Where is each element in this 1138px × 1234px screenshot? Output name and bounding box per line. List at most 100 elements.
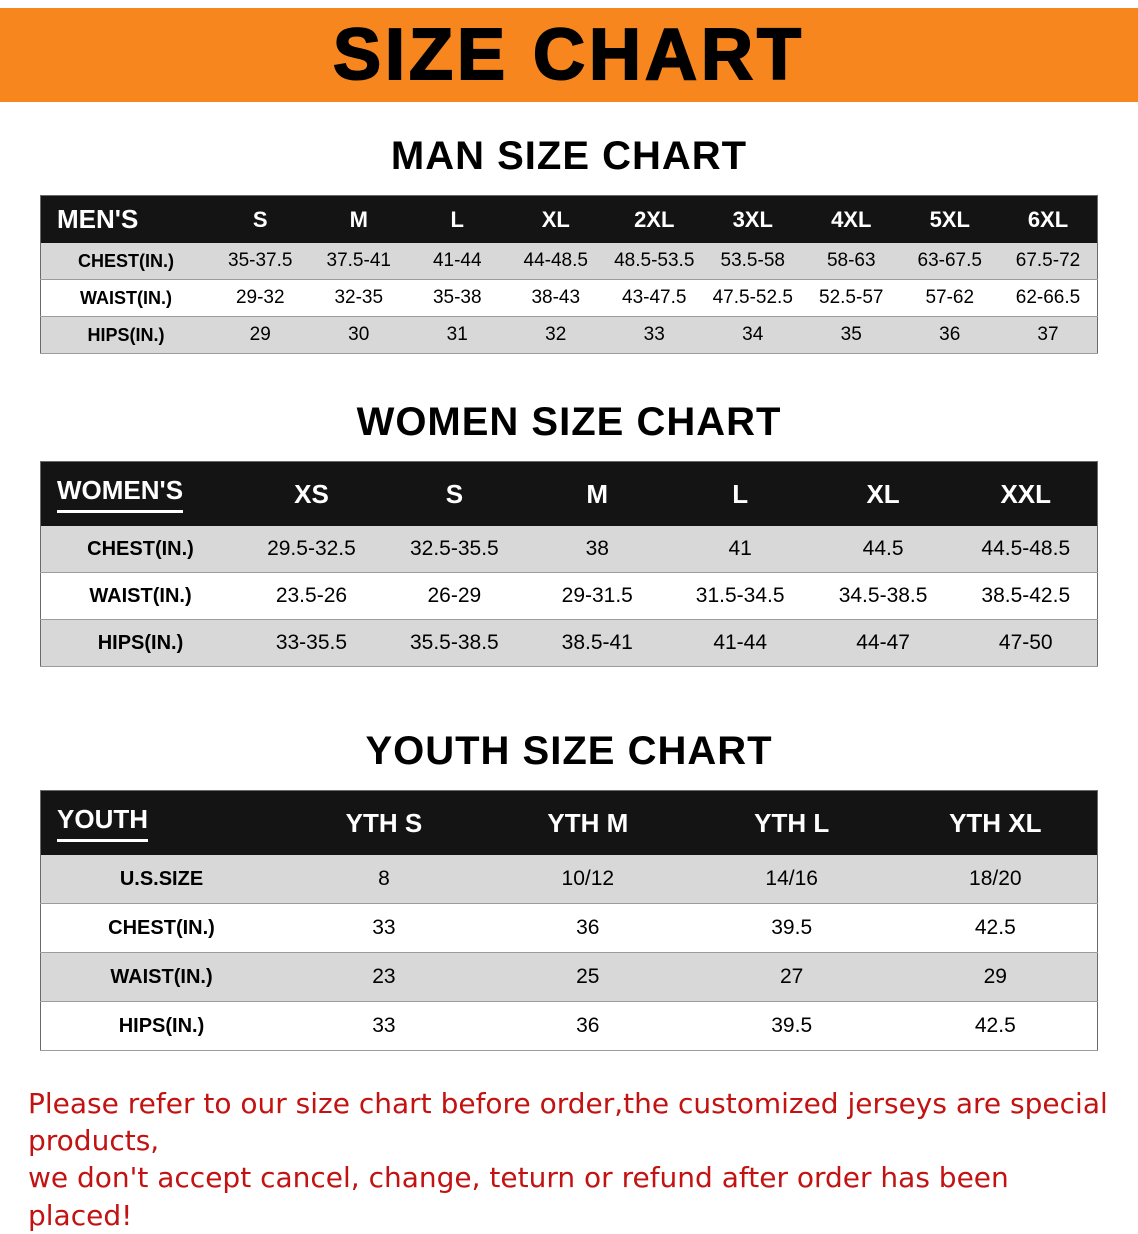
size-value-cell: 67.5-72 bbox=[1015, 250, 1081, 271]
size-value-cell: 62-66.5 bbox=[1015, 287, 1081, 308]
column-header: S bbox=[382, 461, 526, 526]
size-value-cell: 23.5-26 bbox=[275, 584, 348, 607]
column-header: YTH L bbox=[689, 790, 894, 855]
row-label: HIPS(IN.) bbox=[118, 1014, 205, 1037]
column-header: L bbox=[408, 195, 507, 243]
youth-size-table: YOUTH YTH S YTH M YTH L YTH XL U.S.SIZE 8 10/… bbox=[40, 790, 1098, 1051]
size-value-cell: 18/20 bbox=[969, 867, 1022, 890]
size-value-cell: 44.5 bbox=[862, 537, 904, 560]
size-value-cell: 41 bbox=[728, 537, 752, 560]
youth-corner-text: YOUTH bbox=[57, 804, 148, 842]
column-header: 6XL bbox=[999, 195, 1098, 243]
size-value-cell: 36 bbox=[576, 1014, 600, 1037]
row-label: CHEST(IN.) bbox=[108, 916, 215, 939]
disclaimer: Please refer to our size chart before or… bbox=[28, 1085, 1110, 1234]
size-value-cell: 32-35 bbox=[334, 287, 384, 308]
men-corner-text: MEN'S bbox=[57, 204, 139, 234]
size-chart-page: SIZE CHART MAN SIZE CHART MEN'S S M L XL 2XL… bbox=[0, 8, 1138, 1234]
size-value-cell: 29-32 bbox=[235, 287, 285, 308]
table-row: HIPS(IN.) 33 36 39.5 42.5 bbox=[40, 1001, 1098, 1051]
size-value-cell: 36 bbox=[576, 916, 600, 939]
men-section-heading: MAN SIZE CHART bbox=[390, 134, 748, 178]
table-row: CHEST(IN.) 33 36 39.5 42.5 bbox=[40, 903, 1098, 953]
size-value-cell: 35.5-38.5 bbox=[409, 631, 499, 654]
size-value-cell: 33 bbox=[372, 1014, 396, 1037]
size-value-cell: 47.5-52.5 bbox=[712, 287, 793, 308]
row-label: CHEST(IN.) bbox=[78, 250, 174, 271]
size-value-cell: 31 bbox=[446, 324, 468, 345]
size-value-cell: 37.5-41 bbox=[326, 250, 391, 271]
column-header: 3XL bbox=[703, 195, 802, 243]
disclaimer-line-2: we don't accept cancel, change, teturn o… bbox=[28, 1161, 1009, 1232]
size-value-cell: 27 bbox=[780, 965, 804, 988]
size-value-cell: 29 bbox=[983, 965, 1007, 988]
size-value-cell: 38 bbox=[585, 537, 609, 560]
youth-table-header-row: YOUTH YTH S YTH M YTH L YTH XL bbox=[40, 790, 1098, 855]
row-label: WAIST(IN.) bbox=[110, 965, 213, 988]
women-corner-text: WOMEN'S bbox=[57, 475, 184, 513]
size-value-cell: 23 bbox=[372, 965, 396, 988]
column-header: 2XL bbox=[605, 195, 704, 243]
size-value-cell: 34 bbox=[742, 324, 764, 345]
women-size-section: WOMEN SIZE CHART WOMEN'S XS S M L XL XXL CHES… bbox=[0, 400, 1138, 667]
size-value-cell: 29 bbox=[249, 324, 271, 345]
size-value-cell: 37 bbox=[1037, 324, 1059, 345]
table-row: HIPS(IN.) 33-35.5 35.5-38.5 38.5-41 41-44 44-… bbox=[40, 619, 1098, 667]
column-header: XS bbox=[240, 461, 383, 526]
row-label: CHEST(IN.) bbox=[87, 537, 194, 560]
row-label: HIPS(IN.) bbox=[97, 631, 184, 654]
row-label: WAIST(IN.) bbox=[80, 287, 172, 308]
youth-table-body: U.S.SIZE 8 10/12 14/16 18/20 CHEST(IN.) 33 36 39… bbox=[40, 855, 1098, 1051]
column-header: YTH XL bbox=[893, 790, 1098, 855]
size-value-cell: 26-29 bbox=[427, 584, 482, 607]
size-value-cell: 38.5-41 bbox=[561, 631, 633, 654]
row-label: HIPS(IN.) bbox=[87, 324, 165, 345]
women-table-body: CHEST(IN.) 29.5-32.5 32.5-35.5 38 41 44.5 44.5… bbox=[40, 526, 1098, 667]
size-value-cell: 44-48.5 bbox=[523, 250, 588, 271]
size-value-cell: 35 bbox=[840, 324, 862, 345]
column-header: YTH M bbox=[485, 790, 690, 855]
column-header: XL bbox=[811, 461, 955, 526]
men-table-header-row: MEN'S S M L XL 2XL 3XL 4XL 5XL 6XL bbox=[40, 195, 1098, 243]
table-row: WAIST(IN.) 23.5-26 26-29 29-31.5 31.5-34.5 34… bbox=[40, 572, 1098, 620]
size-value-cell: 29.5-32.5 bbox=[267, 537, 356, 560]
size-value-cell: 52.5-57 bbox=[819, 287, 884, 308]
table-row: CHEST(IN.) 35-37.5 37.5-41 41-44 44-48.5 48.5… bbox=[40, 243, 1098, 280]
men-size-table: MEN'S S M L XL 2XL 3XL 4XL 5XL 6XL CHEST(IN.) 35-… bbox=[40, 195, 1098, 354]
size-value-cell: 14/16 bbox=[765, 867, 818, 890]
size-value-cell: 42.5 bbox=[974, 916, 1016, 939]
size-value-cell: 44-47 bbox=[856, 631, 910, 654]
men-table-body: CHEST(IN.) 35-37.5 37.5-41 41-44 44-48.5 48.5… bbox=[40, 243, 1098, 354]
men-table-corner-label: MEN'S bbox=[40, 195, 211, 243]
size-value-cell: 38.5-42.5 bbox=[981, 584, 1071, 607]
size-value-cell: 47-50 bbox=[998, 631, 1053, 654]
size-value-cell: 58-63 bbox=[826, 250, 876, 271]
size-value-cell: 34.5-38.5 bbox=[838, 584, 928, 607]
size-value-cell: 33 bbox=[643, 324, 665, 345]
size-value-cell: 36 bbox=[939, 324, 961, 345]
youth-table-corner-label: YOUTH bbox=[40, 790, 282, 855]
size-value-cell: 25 bbox=[576, 965, 600, 988]
size-value-cell: 35-37.5 bbox=[228, 250, 293, 271]
size-value-cell: 41-44 bbox=[432, 250, 482, 271]
youth-section-heading: YOUTH SIZE CHART bbox=[365, 729, 773, 773]
size-value-cell: 48.5-53.5 bbox=[614, 250, 695, 271]
size-value-cell: 43-47.5 bbox=[622, 287, 687, 308]
women-section-heading: WOMEN SIZE CHART bbox=[356, 400, 782, 444]
size-value-cell: 29-31.5 bbox=[561, 584, 633, 607]
women-table-corner-label: WOMEN'S bbox=[40, 461, 240, 526]
page-title: SIZE CHART bbox=[332, 14, 805, 96]
women-table-header-row: WOMEN'S XS S M L XL XXL bbox=[40, 461, 1098, 526]
size-value-cell: 33-35.5 bbox=[275, 631, 348, 654]
column-header: YTH S bbox=[282, 790, 486, 855]
disclaimer-line-1: Please refer to our size chart before or… bbox=[28, 1087, 1108, 1158]
column-header: 4XL bbox=[802, 195, 901, 243]
banner: SIZE CHART bbox=[0, 8, 1138, 102]
size-value-cell: 53.5-58 bbox=[720, 250, 785, 271]
column-header: XXL bbox=[954, 461, 1098, 526]
size-value-cell: 38-43 bbox=[531, 287, 581, 308]
column-header: 5XL bbox=[900, 195, 999, 243]
men-size-section: MAN SIZE CHART MEN'S S M L XL 2XL 3XL 4XL 5XL 6X… bbox=[0, 134, 1138, 354]
column-header: S bbox=[211, 195, 310, 243]
size-value-cell: 31.5-34.5 bbox=[695, 584, 785, 607]
